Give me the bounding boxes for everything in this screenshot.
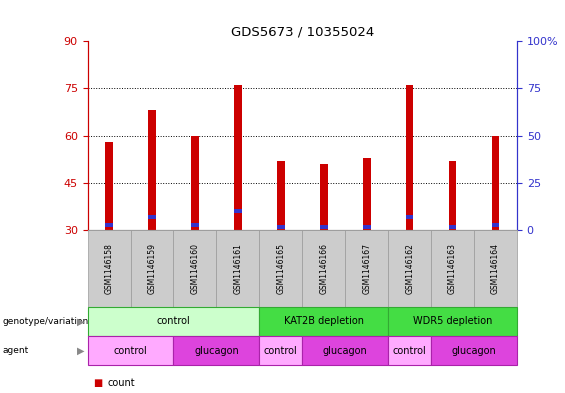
Bar xyxy=(277,225,285,229)
Text: GSM1146163: GSM1146163 xyxy=(448,243,457,294)
Text: GSM1146160: GSM1146160 xyxy=(190,243,199,294)
Text: ■: ■ xyxy=(93,378,102,388)
Text: control: control xyxy=(264,346,298,356)
Text: ▶: ▶ xyxy=(77,316,85,326)
Text: glucagon: glucagon xyxy=(451,346,497,356)
Bar xyxy=(234,209,242,213)
Bar xyxy=(320,225,328,229)
Bar xyxy=(105,223,113,227)
Text: GSM1146166: GSM1146166 xyxy=(319,243,328,294)
Text: glucagon: glucagon xyxy=(194,346,239,356)
Text: agent: agent xyxy=(3,346,29,355)
Bar xyxy=(105,142,113,230)
Text: GSM1146165: GSM1146165 xyxy=(276,243,285,294)
Text: GSM1146159: GSM1146159 xyxy=(147,243,157,294)
Title: GDS5673 / 10355024: GDS5673 / 10355024 xyxy=(231,26,374,39)
Bar xyxy=(406,215,414,219)
Text: control: control xyxy=(393,346,427,356)
Bar xyxy=(492,223,499,227)
Text: ▶: ▶ xyxy=(77,346,85,356)
Text: GSM1146161: GSM1146161 xyxy=(233,243,242,294)
Bar xyxy=(320,164,328,230)
Text: GSM1146162: GSM1146162 xyxy=(405,243,414,294)
Bar xyxy=(234,85,242,230)
Text: GSM1146164: GSM1146164 xyxy=(491,243,500,294)
Text: genotype/variation: genotype/variation xyxy=(3,317,89,326)
Bar xyxy=(191,136,199,230)
Text: GSM1146158: GSM1146158 xyxy=(105,243,114,294)
Text: control: control xyxy=(157,316,190,326)
Bar xyxy=(148,215,156,219)
Bar xyxy=(406,85,414,230)
Bar xyxy=(148,110,156,230)
Bar xyxy=(191,223,199,227)
Text: control: control xyxy=(114,346,147,356)
Bar xyxy=(449,161,457,230)
Bar xyxy=(277,161,285,230)
Bar xyxy=(492,136,499,230)
Text: glucagon: glucagon xyxy=(323,346,368,356)
Text: KAT2B depletion: KAT2B depletion xyxy=(284,316,364,326)
Text: GSM1146167: GSM1146167 xyxy=(362,243,371,294)
Bar xyxy=(363,225,371,229)
Text: count: count xyxy=(107,378,135,388)
Text: WDR5 depletion: WDR5 depletion xyxy=(413,316,492,326)
Bar xyxy=(363,158,371,230)
Bar xyxy=(449,225,457,229)
